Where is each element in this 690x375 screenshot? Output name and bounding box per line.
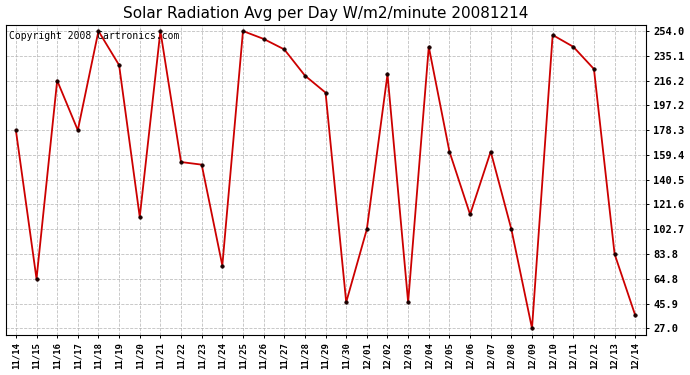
Text: Copyright 2008 Cartronics.com: Copyright 2008 Cartronics.com [9,31,179,41]
Title: Solar Radiation Avg per Day W/m2/minute 20081214: Solar Radiation Avg per Day W/m2/minute … [123,6,529,21]
